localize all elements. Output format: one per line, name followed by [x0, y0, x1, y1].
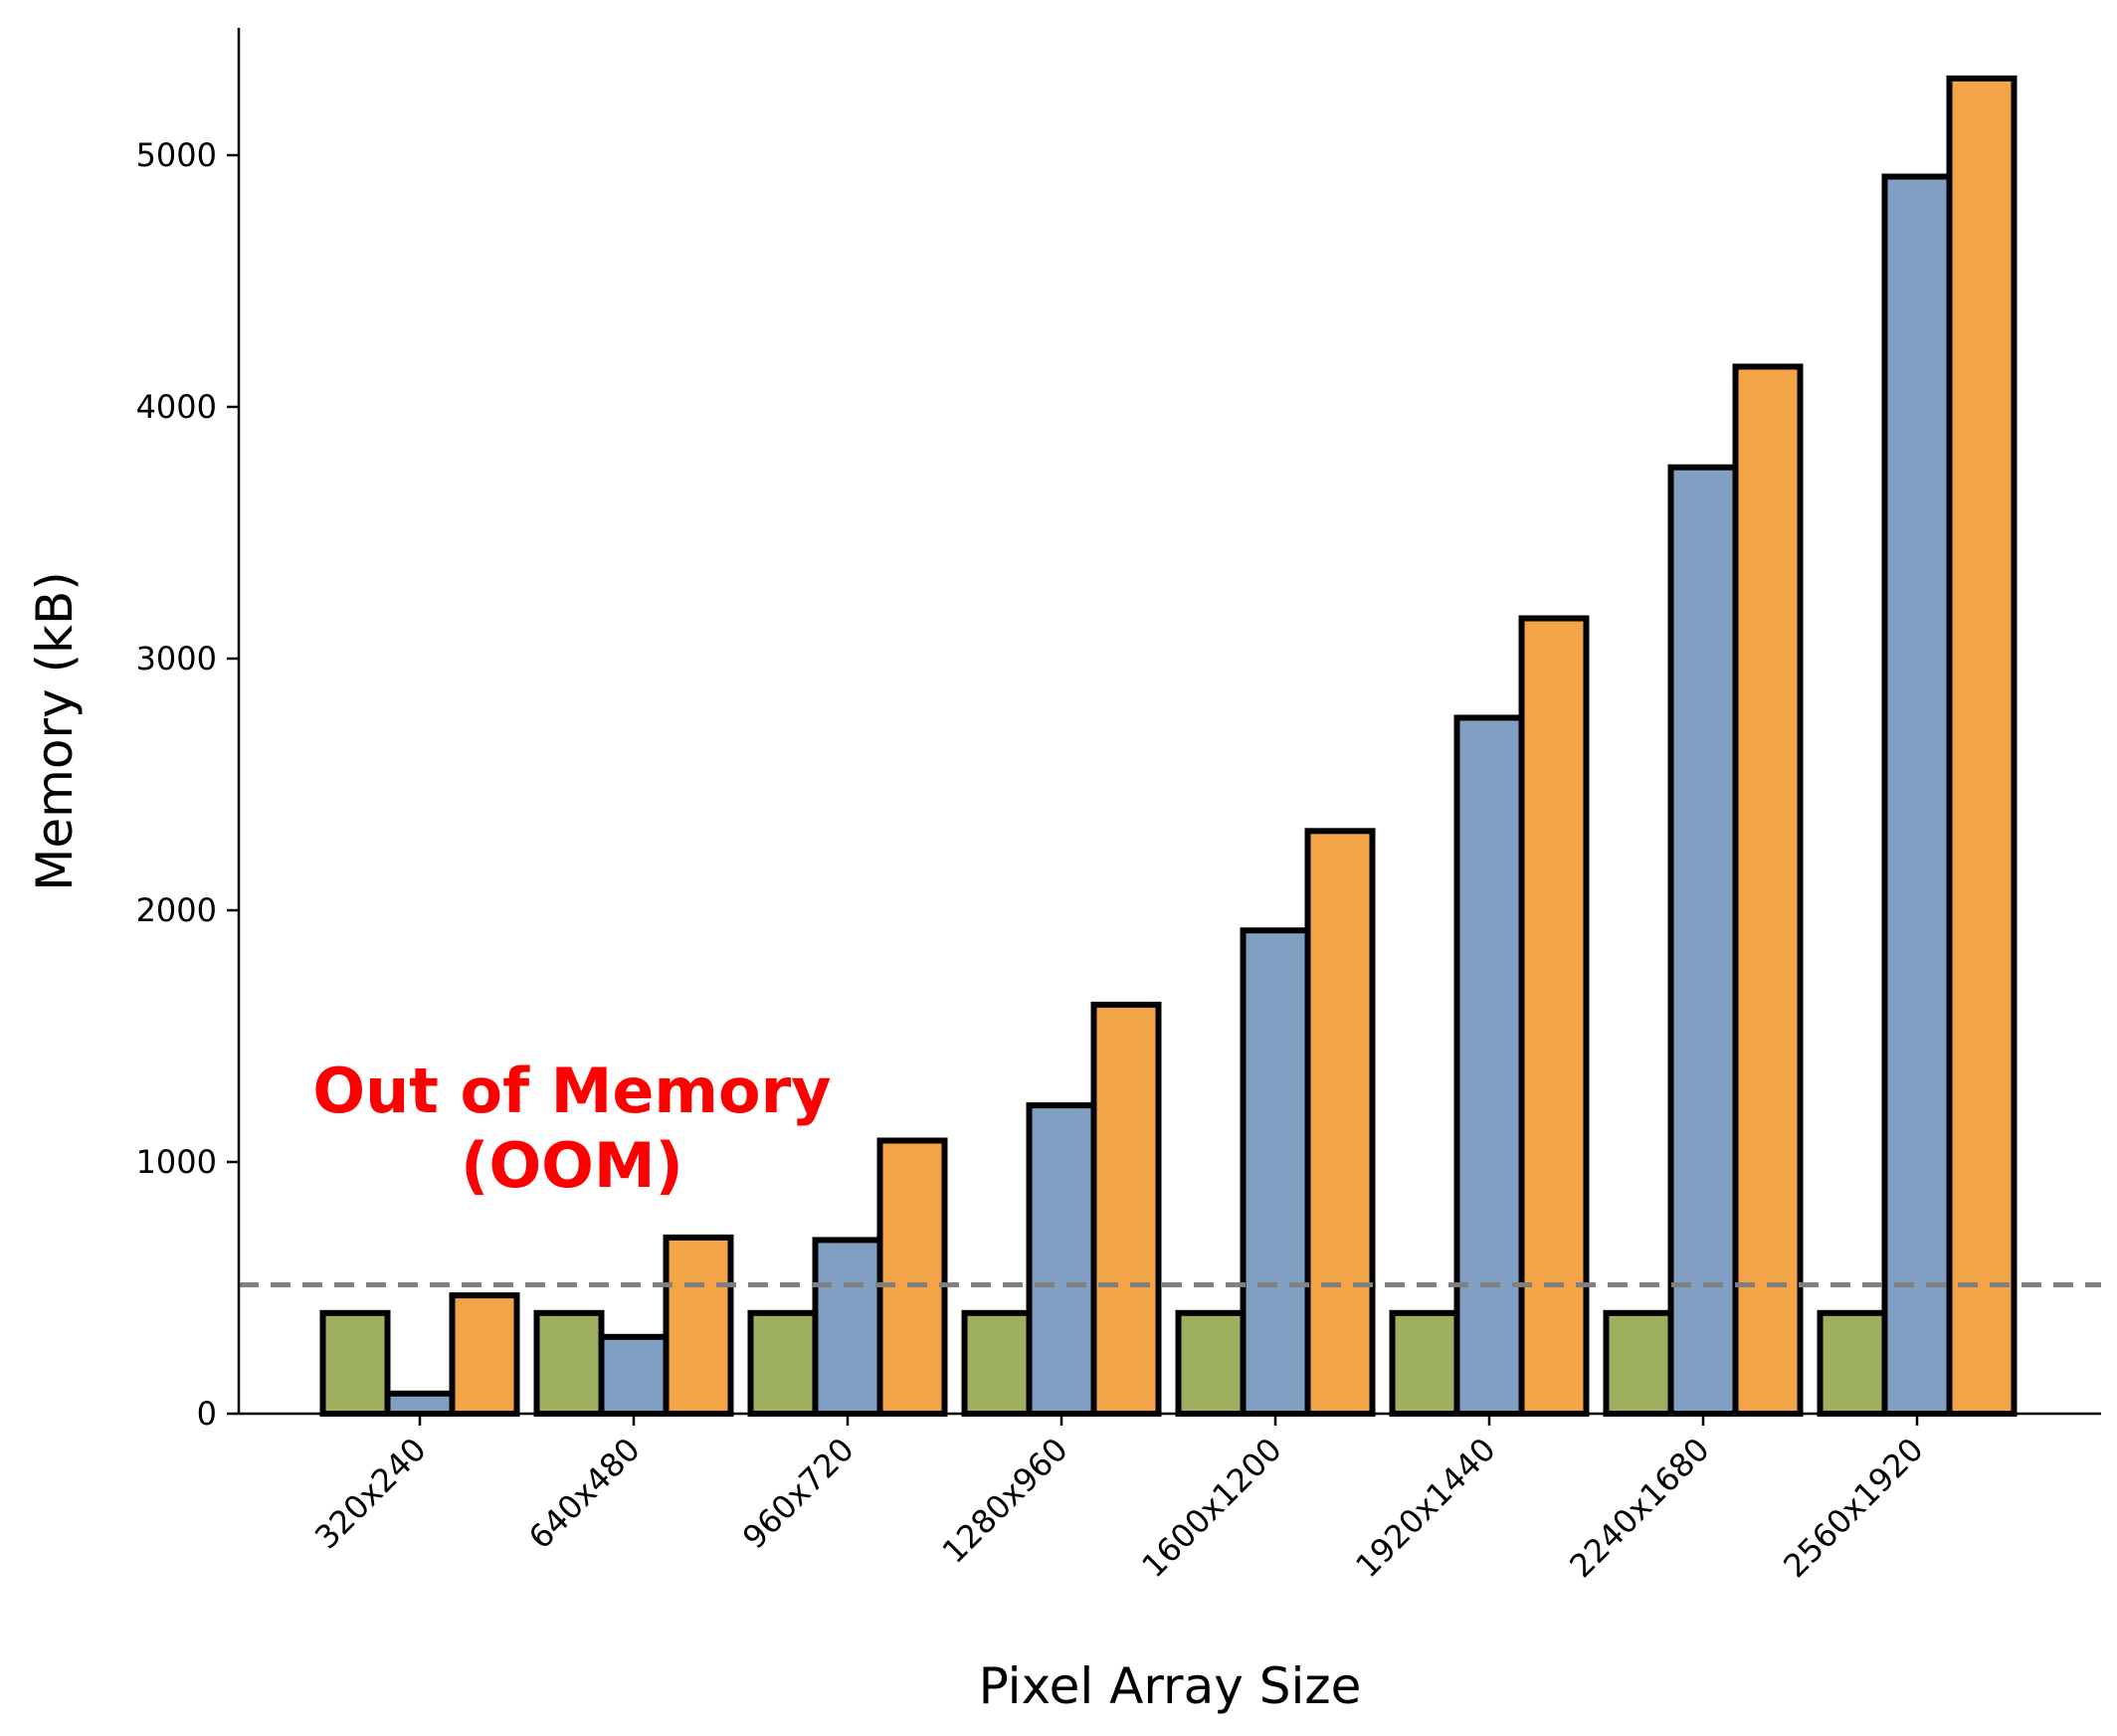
y-tick-label: 0 — [197, 1395, 217, 1433]
bar-320x240-series-1 — [319, 1309, 391, 1418]
bar-2560x1920-series-3 — [1946, 75, 2018, 1418]
bar-2560x1920-series-2 — [1881, 173, 1953, 1417]
bar-2560x1920-series-1 — [1817, 1309, 1888, 1418]
bar-640x480-series-2 — [598, 1333, 670, 1417]
x-tick-label: 320x240 — [307, 1431, 434, 1557]
y-tick-label: 2000 — [136, 891, 217, 929]
bar-2240x1680-series-2 — [1667, 464, 1739, 1418]
bar-1920x1440-series-1 — [1389, 1309, 1460, 1418]
bar-1280x960-series-1 — [961, 1309, 1033, 1418]
bar-320x240-series-2 — [384, 1390, 456, 1418]
oom-annotation-line2: (OOM) — [461, 1129, 683, 1202]
bar-1600x1200-series-1 — [1175, 1309, 1247, 1418]
bar-640x480-series-1 — [533, 1309, 605, 1418]
x-tick-label: 1280x960 — [935, 1431, 1075, 1571]
x-axis-title: Pixel Array Size — [979, 1657, 1362, 1715]
bar-1600x1200-series-3 — [1304, 828, 1376, 1417]
x-tick-label: 2560x1920 — [1776, 1431, 1930, 1585]
y-tick-label: 5000 — [136, 136, 217, 174]
oom-annotation-line1: Out of Memory — [312, 1055, 831, 1127]
bar-960x720-series-1 — [747, 1309, 819, 1418]
x-tick-label: 1920x1440 — [1348, 1431, 1502, 1585]
x-ticks: 320x240 640x480 960x720 1280x960 1600x1200 19… — [307, 1414, 1931, 1585]
bar-1280x960-series-3 — [1090, 1001, 1162, 1417]
x-tick-label: 1600x1200 — [1134, 1431, 1288, 1585]
bar-1920x1440-series-3 — [1518, 615, 1590, 1417]
bar-1600x1200-series-2 — [1240, 927, 1311, 1417]
x-tick-label: 640x480 — [521, 1431, 648, 1557]
bar-2240x1680-series-3 — [1732, 363, 1804, 1417]
bar-1280x960-series-2 — [1026, 1102, 1097, 1417]
y-ticks: 0 1000 2000 3000 4000 5000 — [136, 136, 239, 1433]
y-tick-label: 3000 — [136, 640, 217, 677]
x-tick-label: 2240x1680 — [1562, 1431, 1716, 1585]
y-axis-title: Memory (kB) — [26, 571, 84, 891]
x-tick-label: 960x720 — [735, 1431, 862, 1557]
bar-2240x1680-series-1 — [1603, 1309, 1674, 1418]
bar-640x480-series-3 — [663, 1234, 734, 1418]
bars-layer — [319, 75, 2018, 1418]
bar-320x240-series-3 — [449, 1292, 520, 1417]
y-tick-label: 1000 — [136, 1143, 217, 1181]
bar-960x720-series-3 — [876, 1137, 948, 1417]
bar-1920x1440-series-2 — [1453, 714, 1525, 1417]
axes-layer — [237, 28, 2101, 1416]
y-tick-label: 4000 — [136, 388, 217, 426]
bar-960x720-series-2 — [812, 1237, 883, 1418]
